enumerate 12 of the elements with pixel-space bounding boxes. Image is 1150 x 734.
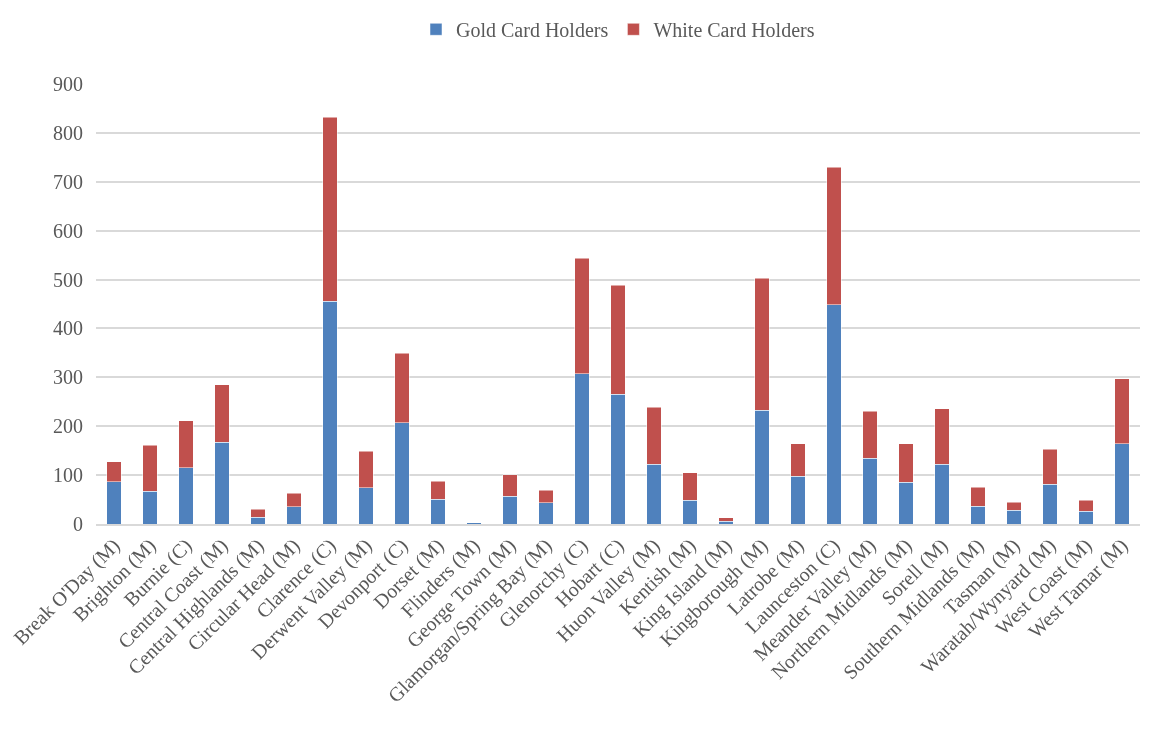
- y-tick-label: 200: [53, 415, 83, 438]
- y-tick-label: 400: [53, 317, 83, 340]
- y-tick-label: 100: [53, 464, 83, 487]
- y-tick-label: 300: [53, 366, 83, 389]
- y-tick-label: 0: [73, 513, 83, 535]
- y-tick-label: 700: [53, 170, 83, 193]
- y-tick-label: 900: [53, 73, 83, 95]
- y-tick-label: 800: [53, 121, 83, 144]
- legend-label: White Card Holders: [653, 19, 815, 42]
- legend-label: Gold Card Holders: [456, 19, 609, 42]
- y-tick-label: 500: [53, 268, 83, 291]
- y-tick-label: 600: [53, 219, 83, 242]
